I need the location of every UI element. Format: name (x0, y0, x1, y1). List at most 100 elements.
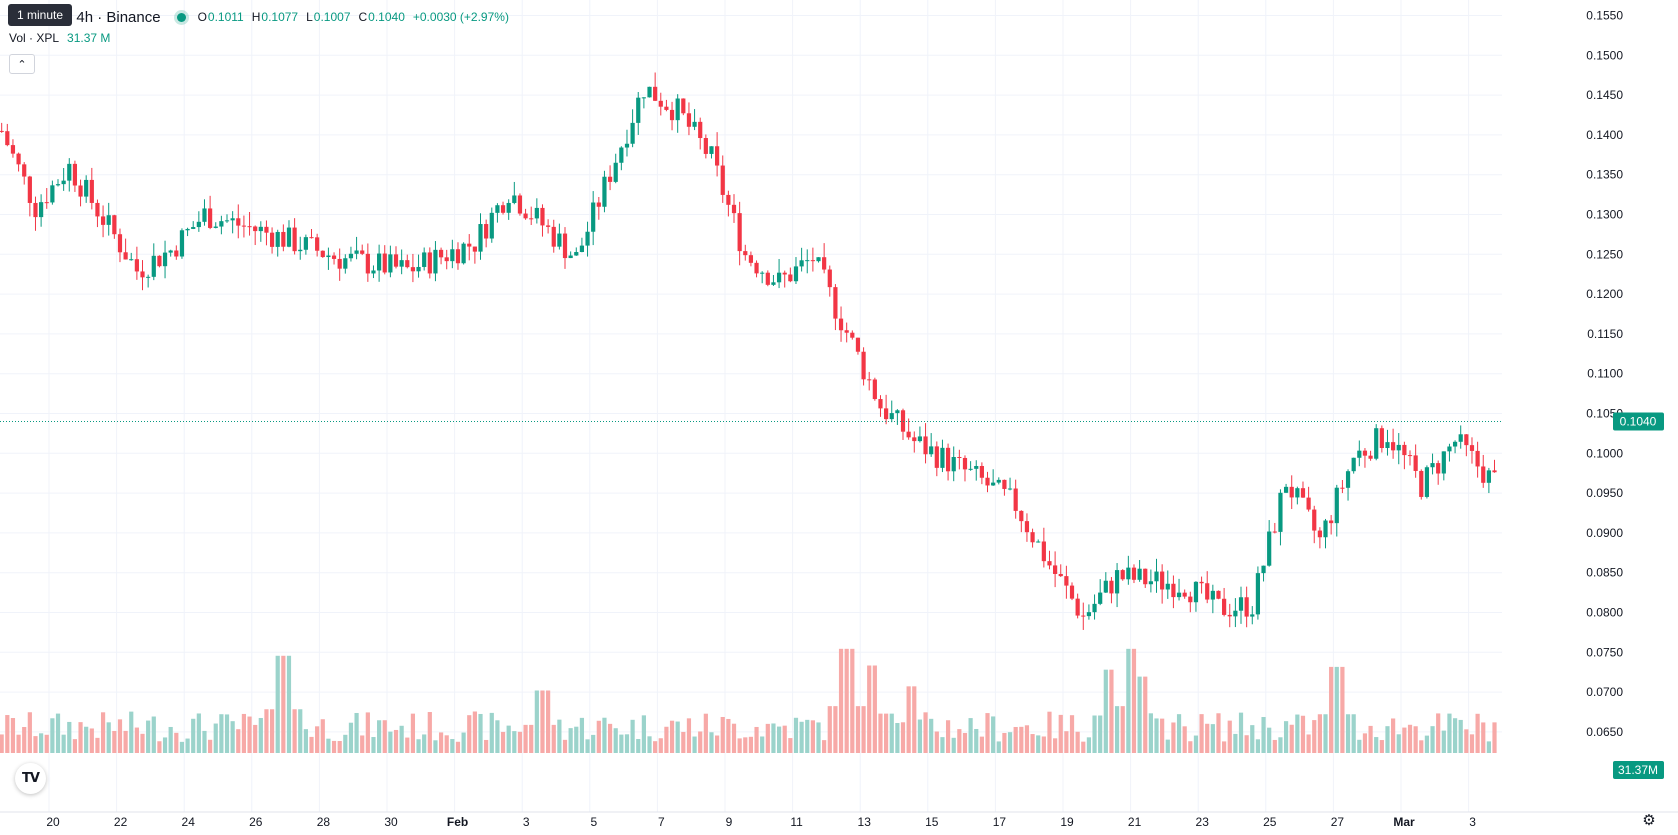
candle-body (506, 202, 511, 213)
time-tick-label: 20 (46, 815, 60, 829)
volume-bar (1002, 732, 1007, 753)
svg-text:31.37M: 31.37M (1618, 763, 1658, 777)
volume-bar (371, 737, 376, 753)
volume-bar (1430, 726, 1435, 753)
volume-bar (681, 731, 686, 753)
price-tick-label: 0.1400 (1586, 128, 1623, 142)
volume-bar (776, 726, 782, 753)
candle-body (117, 234, 123, 253)
volume-bar (934, 731, 939, 753)
volume-bar (743, 737, 748, 753)
tradingview-logo-icon[interactable]: TV (15, 763, 46, 794)
candle-body (371, 270, 376, 274)
time-tick-label: 11 (790, 815, 803, 829)
candle-body (715, 146, 720, 166)
volume-bar (202, 730, 207, 753)
volume-bar (1306, 734, 1311, 753)
candle-body (1469, 445, 1475, 451)
volume-bar (151, 716, 156, 753)
candle-body (1165, 583, 1170, 590)
candle-body (1396, 444, 1401, 451)
volume-bar (410, 713, 416, 753)
candle-body (168, 250, 173, 253)
candle-body (805, 260, 810, 262)
volume-bar (146, 720, 151, 753)
candle-body (1222, 598, 1227, 615)
volume-bar (968, 718, 973, 753)
candle-body (129, 259, 134, 261)
candle-body (1019, 510, 1024, 522)
candle-body (78, 185, 83, 197)
volume-bar (1379, 740, 1384, 753)
volume-bar (224, 714, 230, 753)
candle-body (1114, 570, 1120, 594)
volume-badge: 31.37M (1613, 761, 1664, 779)
candle-body (489, 212, 494, 239)
candle-body (1436, 463, 1441, 474)
volume-bar (799, 721, 804, 753)
candle-body (929, 446, 934, 455)
candle-body (1486, 470, 1491, 483)
price-tick-label: 0.0950 (1586, 486, 1623, 500)
volume-bar (72, 739, 78, 753)
volume-bar (1250, 725, 1255, 753)
candle-body (1013, 488, 1018, 511)
volume-bar (168, 726, 173, 753)
candle-body (315, 237, 320, 251)
candle-body (1272, 531, 1277, 533)
candle-body (72, 163, 78, 186)
market-status-dot-icon[interactable] (176, 12, 186, 22)
volume-bar (822, 740, 827, 753)
candle-body (1492, 470, 1497, 473)
volume-bar (1481, 722, 1486, 753)
candle-body (151, 255, 156, 277)
volume-bar (945, 720, 951, 753)
candle-body (258, 226, 263, 232)
volume-bar (348, 722, 354, 753)
candle-body (343, 258, 348, 269)
price-tick-label: 0.0900 (1586, 526, 1623, 540)
volume-bar (731, 723, 737, 753)
candle-body (1137, 568, 1142, 580)
volume-bar (281, 655, 286, 753)
candle-body (1075, 598, 1080, 616)
time-axis[interactable]: 20 22 24 26 28 30 Feb 3 5 7 9 11 13 15 17 19 21 23 25 27 Mar… (46, 815, 1476, 829)
candle-body (224, 220, 230, 222)
candle-body (765, 272, 770, 285)
time-tick-label: 3 (1469, 815, 1476, 829)
candle-body (895, 410, 900, 414)
price-axis[interactable]: 0.1550 0.1500 0.1450 0.1400 0.1350 0.1300 0.12… (1586, 9, 1623, 739)
volume-bar (844, 648, 849, 753)
volume-bar (399, 725, 404, 753)
candle-body (945, 447, 951, 472)
collapse-legend-button[interactable]: ⌃ (9, 54, 35, 74)
volume-bar (1283, 721, 1289, 753)
candle-body (703, 138, 708, 154)
candle-body (940, 447, 945, 468)
price-tick-label: 0.1500 (1586, 48, 1623, 62)
candle-body (1109, 580, 1114, 594)
candle-body (624, 143, 630, 148)
volume-bar (900, 722, 906, 753)
volume-bar (1295, 714, 1300, 753)
volume-bar (1205, 723, 1210, 753)
candle-body (1024, 521, 1030, 533)
candle-body (1391, 442, 1396, 451)
price-tick-label: 0.1300 (1586, 208, 1623, 222)
candle-body (1058, 573, 1063, 577)
volume-bar (1193, 735, 1199, 753)
candle-body (1216, 590, 1221, 599)
volume-bar (1351, 714, 1356, 753)
candle-body (1481, 466, 1486, 483)
volume-bar (320, 719, 325, 753)
volume-bar (782, 725, 787, 753)
time-tick-label: 21 (1128, 815, 1142, 829)
settings-gear-icon[interactable]: ⚙ (1642, 812, 1656, 829)
volume-bar (1227, 720, 1232, 753)
candle-body (681, 98, 686, 114)
volume-bar (495, 720, 500, 753)
candle-body (1306, 497, 1311, 510)
candle-body (253, 226, 258, 232)
volume-bar (574, 726, 579, 753)
